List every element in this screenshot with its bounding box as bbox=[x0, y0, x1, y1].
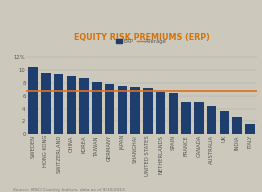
Bar bbox=[130, 87, 140, 134]
Bar bbox=[105, 84, 114, 134]
Title: EQUITY RISK PREMIUMS (ERP): EQUITY RISK PREMIUMS (ERP) bbox=[74, 33, 209, 42]
Bar bbox=[207, 106, 216, 134]
Bar bbox=[220, 111, 229, 134]
Bar bbox=[79, 78, 89, 134]
Text: Source: MSCI Country Indices, data as of 9/30/2015.: Source: MSCI Country Indices, data as of… bbox=[13, 188, 126, 192]
Bar bbox=[181, 102, 191, 134]
Bar bbox=[118, 86, 127, 134]
Bar bbox=[232, 117, 242, 134]
Bar bbox=[54, 74, 63, 134]
Bar bbox=[194, 103, 204, 134]
Bar bbox=[29, 67, 38, 134]
Bar bbox=[156, 93, 165, 134]
Bar bbox=[41, 73, 51, 134]
Bar bbox=[67, 76, 76, 134]
Bar bbox=[245, 124, 254, 134]
Bar bbox=[168, 94, 178, 134]
Bar bbox=[92, 81, 102, 134]
Bar bbox=[143, 88, 153, 134]
Legend: ERP, Average: ERP, Average bbox=[116, 39, 167, 44]
